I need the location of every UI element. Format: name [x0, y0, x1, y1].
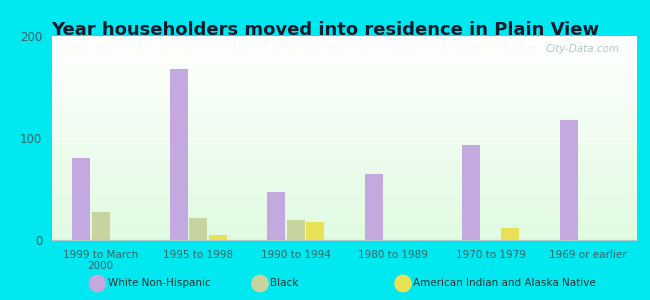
Bar [287, 220, 304, 240]
Bar [72, 158, 90, 240]
Bar [307, 222, 324, 240]
Bar [170, 69, 188, 240]
Bar [463, 145, 480, 240]
Bar [268, 192, 285, 240]
Bar [502, 228, 519, 240]
Bar [92, 212, 109, 240]
Bar [365, 174, 382, 240]
Text: White Non-Hispanic: White Non-Hispanic [108, 278, 211, 289]
Bar [560, 120, 577, 240]
Bar [209, 235, 226, 240]
Text: City-Data.com: City-Data.com [545, 44, 619, 54]
Bar [190, 218, 207, 240]
Text: Year householders moved into residence in Plain View: Year householders moved into residence i… [51, 21, 599, 39]
Text: Black: Black [270, 278, 299, 289]
Text: American Indian and Alaska Native: American Indian and Alaska Native [413, 278, 596, 289]
